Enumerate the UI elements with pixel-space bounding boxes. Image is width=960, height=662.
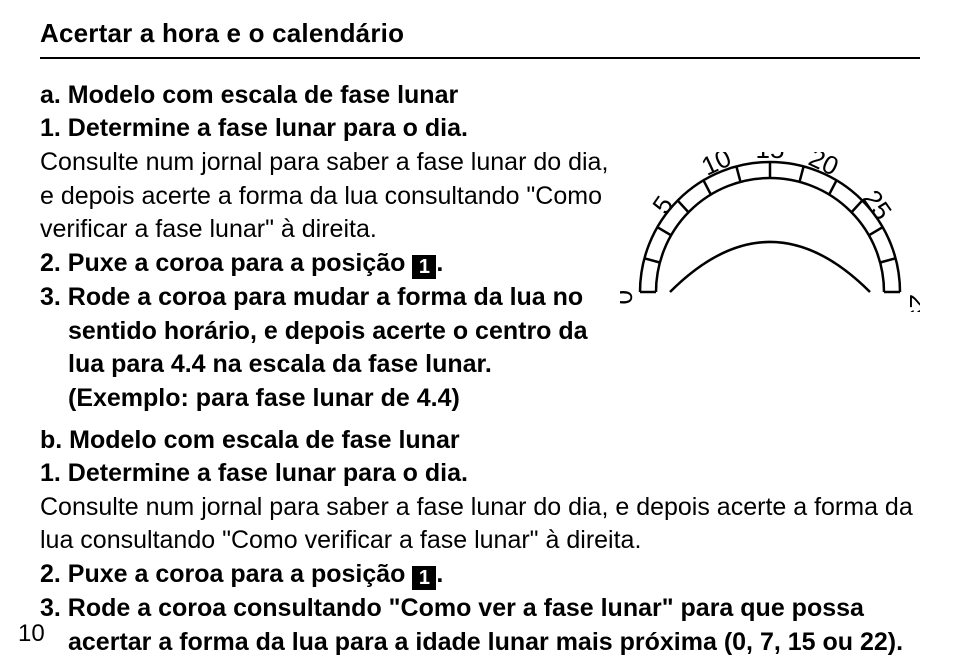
a-step1-body: Consulte num jornal para saber a fase lu… (40, 146, 610, 247)
b-step1-body: Consulte num jornal para saber a fase lu… (40, 491, 920, 559)
dial-label-15: 15 (756, 152, 785, 164)
dial-label-0: 0 (620, 290, 638, 304)
dial-label-25: 25 (857, 184, 898, 225)
a-step2-pre: 2. Puxe a coroa para a posição (40, 249, 412, 277)
b-step2: 2. Puxe a coroa para a posição 1. (40, 558, 920, 592)
b-step3: 3. Rode a coroa consultando "Como ver a … (40, 592, 920, 660)
a-step1: 1. Determine a fase lunar para o dia. (40, 112, 610, 146)
lunar-dial: 0 5 10 15 20 25 29 1/2 (620, 152, 920, 317)
page-title: Acertar a hora e o calendário (40, 18, 920, 59)
a-step2-post: . (436, 249, 443, 277)
dial-label-5: 5 (646, 190, 679, 219)
a-step3: 3. Rode a coroa para mudar a forma da lu… (40, 281, 610, 416)
dial-label-10: 10 (697, 152, 736, 182)
position-square-icon: 1 (412, 566, 436, 590)
b-step1: 1. Determine a fase lunar para o dia. (40, 457, 920, 491)
dial-label-29: 29 1/2 (904, 294, 920, 312)
position-square-icon: 1 (412, 255, 436, 279)
section-b-head: b. Modelo com escala de fase lunar (40, 426, 920, 455)
section-a: a. Modelo com escala de fase lunar 1. De… (40, 81, 920, 416)
section-b: b. Modelo com escala de fase lunar 1. De… (40, 426, 920, 660)
section-a-head: a. Modelo com escala de fase lunar (40, 81, 920, 110)
a-step2: 2. Puxe a coroa para a posição 1. (40, 247, 610, 281)
page-number: 10 (18, 620, 45, 648)
b-step2-pre: 2. Puxe a coroa para a posição (40, 560, 412, 588)
b-step2-post: . (436, 560, 443, 588)
dial-label-20: 20 (804, 152, 843, 182)
